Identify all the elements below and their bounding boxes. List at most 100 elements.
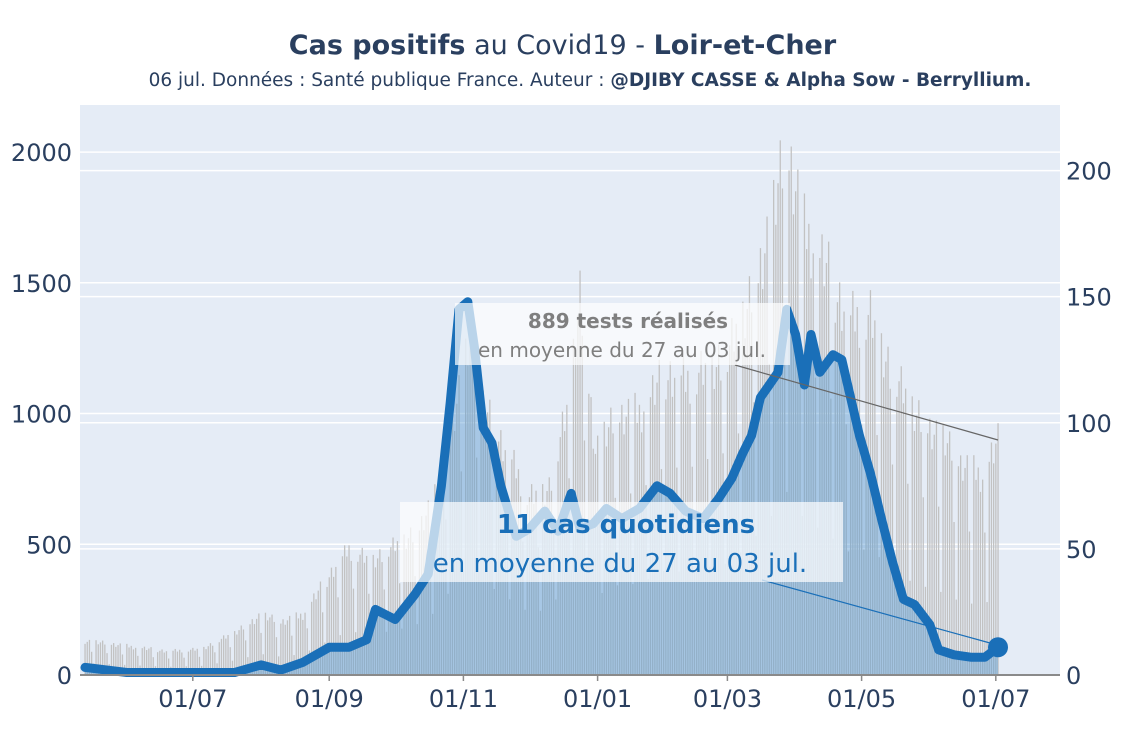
tests-bar	[198, 656, 201, 675]
tests-bar	[770, 515, 773, 675]
tests-bar	[245, 640, 247, 675]
tests-bar	[788, 170, 790, 675]
tests-bar	[586, 565, 588, 675]
tests-bar	[346, 556, 348, 675]
tests-annotation-box	[455, 303, 790, 365]
tests-bar	[86, 641, 88, 675]
tests-bar	[190, 649, 192, 675]
tests-bar	[163, 652, 165, 675]
tests-bar	[143, 646, 146, 675]
tests-bar	[801, 515, 803, 675]
tests-bar	[812, 253, 814, 675]
tests-bar	[357, 561, 359, 675]
tests-bar	[119, 643, 121, 675]
tests-bar	[907, 483, 909, 675]
tests-bar	[847, 551, 850, 675]
tests-bar	[306, 628, 308, 675]
tests-bar	[242, 629, 245, 675]
tests-bar	[295, 612, 297, 675]
tests-bar	[953, 521, 955, 675]
tests-bar	[227, 635, 229, 675]
tests-bar	[412, 542, 414, 675]
tests-bar	[614, 497, 616, 675]
tests-bar	[240, 625, 242, 675]
tests-bar	[280, 623, 282, 675]
tests-bar	[935, 420, 938, 675]
tests-bar	[355, 632, 357, 675]
title-middle-part: au Covid19 -	[465, 30, 654, 61]
tests-bar	[106, 653, 108, 675]
tests-bar	[172, 650, 174, 675]
tests-bar	[159, 650, 161, 675]
y-right-tick-label: 0	[1066, 662, 1081, 690]
tests-bar	[878, 557, 880, 675]
tests-bar	[286, 620, 289, 675]
tests-bar	[533, 503, 535, 675]
tests-bar	[381, 562, 383, 675]
tests-bar	[203, 646, 205, 675]
tests-bar	[137, 655, 139, 675]
tests-bar	[432, 613, 434, 675]
tests-bar	[781, 188, 784, 675]
tests-bar	[209, 643, 212, 675]
tests-bar	[817, 527, 819, 675]
tests-bar	[370, 634, 372, 675]
tests-bar	[522, 541, 524, 675]
tests-bar	[731, 318, 733, 675]
y-right-tick-label: 100	[1066, 410, 1112, 438]
tests-bar	[982, 479, 984, 675]
tests-bar	[898, 381, 900, 675]
tests-bar	[251, 619, 253, 675]
tests-bar	[975, 479, 977, 675]
tests-bar	[966, 455, 968, 675]
tests-bar	[231, 660, 234, 675]
tests-bar	[317, 590, 319, 675]
tests-bar	[858, 347, 861, 675]
tests-bar	[808, 223, 810, 675]
tests-bar	[126, 643, 128, 675]
tests-bar	[401, 628, 403, 675]
tests-bar	[539, 610, 542, 675]
tests-bar	[834, 322, 836, 675]
tests-bar	[845, 424, 847, 675]
tests-bar	[148, 648, 150, 675]
tests-bar	[187, 651, 190, 675]
tests-bar	[447, 593, 449, 675]
tests-bar	[889, 388, 891, 675]
x-tick-label: 01/09	[295, 685, 364, 713]
tests-bar	[724, 563, 726, 675]
tests-bar	[993, 463, 995, 675]
tests-bar	[632, 584, 634, 675]
tests-bar	[920, 432, 922, 675]
tests-bar	[951, 460, 953, 675]
tests-bar	[253, 624, 256, 675]
y-axis-right: 0 50 100 150 200	[1066, 158, 1112, 690]
tests-bar	[902, 403, 905, 675]
title-bold-part: Cas positifs	[288, 30, 466, 61]
tests-bar	[946, 443, 949, 675]
tests-bar	[960, 455, 962, 675]
tests-bar	[755, 535, 757, 675]
y-axis-left: 0 500 1000 1500 2000	[11, 139, 72, 690]
tests-bar	[113, 643, 115, 675]
tests-bar	[616, 585, 619, 675]
tests-bar	[150, 647, 152, 675]
tests-bar	[132, 649, 135, 675]
tests-bar	[599, 513, 601, 675]
tests-bar	[337, 597, 339, 675]
tests-bar	[161, 649, 163, 675]
tests-bar	[909, 580, 911, 675]
tests-bar	[872, 337, 874, 675]
tests-bar	[949, 431, 951, 675]
tests-bar	[493, 588, 495, 675]
tests-bar	[520, 496, 522, 675]
tests-bar	[803, 193, 806, 675]
tests-bar	[223, 635, 225, 675]
y-left-tick-label: 0	[57, 662, 72, 690]
tests-bar	[225, 638, 227, 675]
tests-bar	[157, 652, 159, 675]
y-right-tick-label: 150	[1066, 284, 1112, 312]
tests-bar	[234, 631, 236, 675]
tests-bar	[168, 658, 170, 675]
tests-bar	[509, 599, 511, 675]
